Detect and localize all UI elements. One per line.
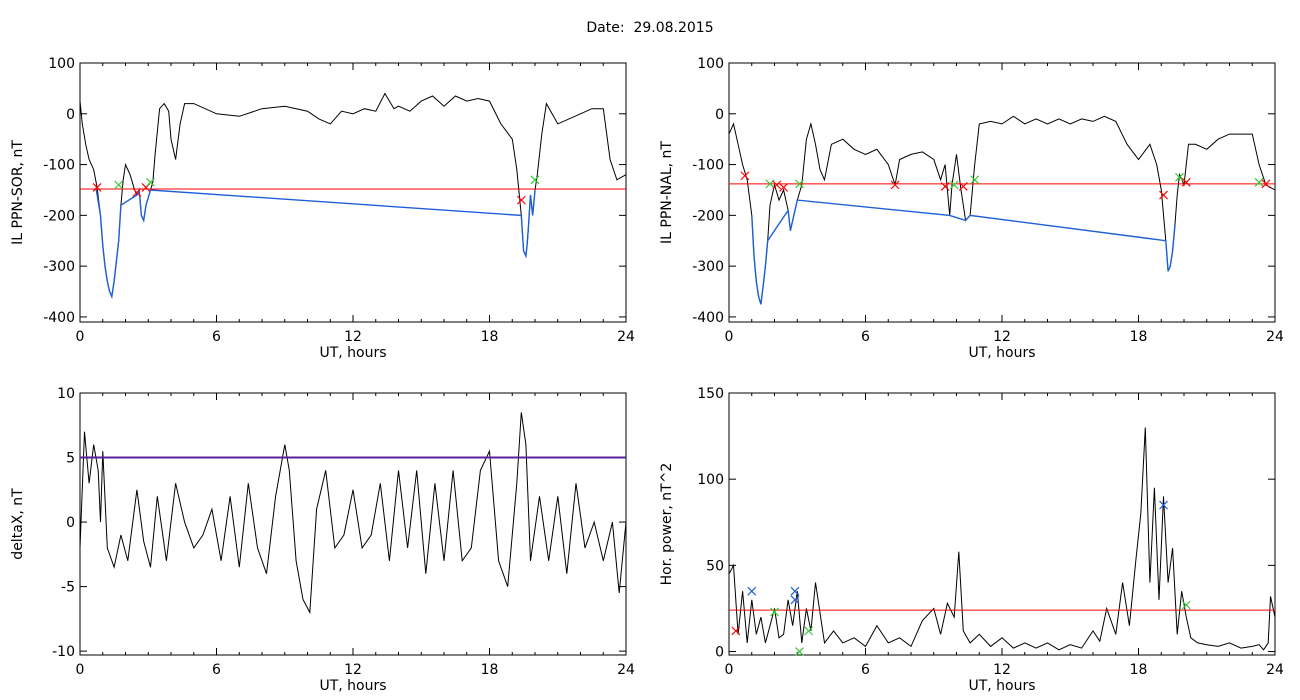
plot-frame <box>79 62 627 323</box>
y-axis-label: deltaX, nT <box>10 488 26 560</box>
x-tick-label: 0 <box>725 329 734 345</box>
event-marker <box>747 586 757 596</box>
series-line-1 <box>79 92 627 299</box>
plot-frame <box>79 392 627 656</box>
y-axis-label: IL PPN-NAL, nT <box>659 141 675 244</box>
event-marker <box>804 626 814 636</box>
x-tick-label: 18 <box>481 329 499 345</box>
y-tick-label: 150 <box>697 386 724 402</box>
y-tick-label: 0 <box>715 645 724 661</box>
x-tick-label: 6 <box>861 329 870 345</box>
x-tick-label: 18 <box>1130 329 1148 345</box>
chart-panel-3: 0 6 12 18 24 10 5 0 -5 -10 UT, hours deltaX, nT <box>10 386 635 694</box>
event-marker <box>731 626 741 636</box>
series-line-1 <box>79 412 627 615</box>
x-tick-label: 18 <box>1130 662 1148 678</box>
event-marker <box>1159 500 1168 510</box>
event-marker <box>779 182 789 192</box>
x-tick-label: 24 <box>1266 662 1284 678</box>
plot-frame <box>728 62 1276 323</box>
x-tick-label: 6 <box>212 662 221 678</box>
series-line-1 <box>728 115 1276 305</box>
page-title: Date: 29.08.2015 <box>0 20 1300 36</box>
plot-frame <box>728 392 1276 656</box>
event-marker <box>790 586 800 596</box>
x-axis-label: UT, hours <box>319 678 386 694</box>
y-tick-label: -200 <box>692 208 724 224</box>
event-marker <box>1181 177 1191 187</box>
y-tick-label: 0 <box>715 107 724 123</box>
x-tick-label: 0 <box>725 662 734 678</box>
y-tick-label: 5 <box>66 451 75 467</box>
title-date: 29.08.2015 <box>633 20 714 36</box>
x-tick-label: 0 <box>76 662 85 678</box>
x-tick-label: 12 <box>993 329 1011 345</box>
event-marker <box>958 181 968 191</box>
x-tick-label: 6 <box>212 329 221 345</box>
y-tick-label: 50 <box>706 558 724 574</box>
y-tick-label: 0 <box>66 515 75 531</box>
event-marker <box>890 180 900 190</box>
y-tick-label: -400 <box>43 310 75 326</box>
y-tick-label: 100 <box>697 56 724 72</box>
y-tick-label: -100 <box>692 158 724 174</box>
event-marker <box>740 171 750 181</box>
chart-panel-1: 0 6 12 18 24 100 0 -100 -200 -300 -400 UT, hours IL … <box>10 56 635 361</box>
event-marker <box>132 188 142 197</box>
event-marker <box>114 180 124 190</box>
y-axis-label: IL PPN-SOR, nT <box>10 140 26 245</box>
event-marker <box>1159 190 1168 200</box>
event-marker <box>795 179 804 189</box>
event-marker <box>92 182 102 192</box>
y-tick-label: 10 <box>57 386 75 402</box>
x-axis-label: UT, hours <box>968 678 1035 694</box>
event-marker <box>795 647 804 656</box>
y-tick-label: -300 <box>692 259 724 275</box>
y-tick-label: 100 <box>697 472 724 488</box>
event-marker <box>530 175 540 185</box>
event-marker <box>949 180 959 190</box>
chart-panel-2: 0 6 12 18 24 100 0 -100 -200 -300 -400 UT, hours IL … <box>659 56 1284 361</box>
x-tick-label: 12 <box>344 329 362 345</box>
x-tick-label: 24 <box>617 662 635 678</box>
y-tick-label: -400 <box>692 310 724 326</box>
y-tick-label: -10 <box>52 644 75 660</box>
event-marker <box>772 180 782 190</box>
y-tick-label: 100 <box>48 56 75 72</box>
x-tick-label: 12 <box>993 662 1011 678</box>
y-tick-label: -100 <box>43 158 75 174</box>
y-tick-label: -200 <box>43 208 75 224</box>
x-tick-label: 12 <box>344 662 362 678</box>
y-axis-label: Hor. power, nT^2 <box>659 463 675 586</box>
series-line-2 <box>751 199 1176 305</box>
y-tick-label: -5 <box>61 580 75 596</box>
x-tick-label: 6 <box>861 662 870 678</box>
y-tick-label: 0 <box>66 107 75 123</box>
event-marker <box>146 177 155 187</box>
y-tick-label: -300 <box>43 259 75 275</box>
x-tick-label: 24 <box>1266 329 1284 345</box>
x-tick-label: 0 <box>76 329 85 345</box>
event-marker <box>770 607 779 617</box>
x-tick-label: 18 <box>481 662 499 678</box>
x-tick-label: 24 <box>617 329 635 345</box>
event-marker <box>790 595 800 605</box>
event-marker <box>940 181 950 191</box>
x-axis-label: UT, hours <box>968 345 1035 361</box>
event-marker <box>1175 172 1184 182</box>
event-marker <box>970 175 980 185</box>
event-marker <box>516 195 526 205</box>
event-marker <box>1181 600 1191 610</box>
series-line-1 <box>728 427 1276 651</box>
title-label: Date: <box>586 20 625 36</box>
series-line-2 <box>95 187 536 300</box>
chart-panel-4: 0 6 12 18 24 150 100 50 0 UT, hours Hor. power, nT… <box>659 386 1284 694</box>
event-marker <box>1254 177 1264 187</box>
event-marker <box>1261 179 1271 189</box>
x-axis-label: UT, hours <box>319 345 386 361</box>
